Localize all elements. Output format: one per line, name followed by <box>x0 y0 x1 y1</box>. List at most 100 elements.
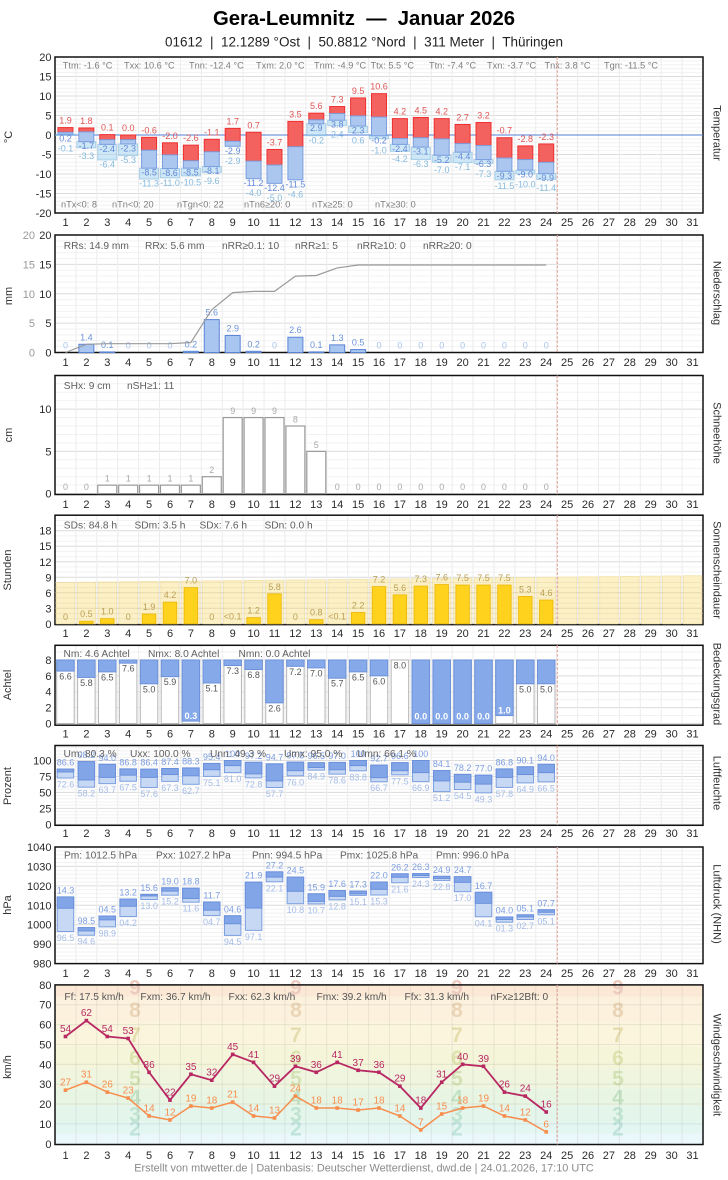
svg-text:26: 26 <box>582 628 594 640</box>
svg-text:6: 6 <box>290 1047 302 1070</box>
svg-text:20: 20 <box>23 230 35 242</box>
svg-text:15: 15 <box>352 357 364 369</box>
svg-text:4.2: 4.2 <box>394 107 407 117</box>
svg-text:10: 10 <box>247 968 259 980</box>
svg-text:4: 4 <box>125 828 131 840</box>
svg-text:7: 7 <box>188 828 194 840</box>
svg-text:-11.3: -11.3 <box>139 179 159 189</box>
svg-text:12: 12 <box>164 1108 176 1119</box>
svg-text:5.0: 5.0 <box>143 684 156 694</box>
svg-text:0: 0 <box>481 482 486 492</box>
svg-text:8: 8 <box>293 415 298 425</box>
svg-text:nTx≥25: 0: nTx≥25: 0 <box>312 200 353 210</box>
svg-text:2: 2 <box>290 1117 302 1140</box>
svg-text:-2.3: -2.3 <box>538 132 554 142</box>
svg-text:-8.1: -8.1 <box>204 166 220 176</box>
svg-text:28: 28 <box>624 217 636 229</box>
svg-text:Txm: 2.0 °C: Txm: 2.0 °C <box>256 61 305 71</box>
svg-text:25: 25 <box>561 1150 573 1162</box>
svg-text:25: 25 <box>561 628 573 640</box>
svg-text:19: 19 <box>478 1094 490 1105</box>
svg-text:nTx<0: 8: nTx<0: 8 <box>61 200 97 210</box>
svg-text:Sonnenscheindauer: Sonnenscheindauer <box>711 521 723 619</box>
svg-text:3: 3 <box>129 1104 141 1127</box>
svg-text:27: 27 <box>603 729 615 741</box>
svg-text:20: 20 <box>456 828 468 840</box>
svg-text:17: 17 <box>353 1098 365 1109</box>
svg-text:10: 10 <box>247 628 259 640</box>
svg-text:5: 5 <box>290 1068 302 1091</box>
svg-text:14: 14 <box>331 729 343 741</box>
svg-text:Tnn: -12.4 °C: Tnn: -12.4 °C <box>189 61 244 71</box>
svg-text:94.6: 94.6 <box>78 937 96 947</box>
svg-text:15.6: 15.6 <box>140 883 158 893</box>
svg-text:9: 9 <box>230 729 236 741</box>
svg-text:1: 1 <box>62 1150 68 1162</box>
svg-text:5.6: 5.6 <box>310 101 323 111</box>
svg-text:31: 31 <box>686 217 698 229</box>
svg-text:17: 17 <box>394 729 406 741</box>
svg-text:98.5: 98.5 <box>78 916 96 926</box>
svg-text:4: 4 <box>125 628 131 640</box>
svg-text:96.6: 96.6 <box>391 751 409 761</box>
svg-text:29: 29 <box>645 828 657 840</box>
svg-text:15: 15 <box>352 217 364 229</box>
svg-text:-9.0: -9.0 <box>518 170 534 180</box>
svg-text:30: 30 <box>665 628 677 640</box>
svg-text:15.1: 15.1 <box>349 897 367 907</box>
svg-text:18.8: 18.8 <box>182 877 200 887</box>
svg-text:7.3: 7.3 <box>331 95 344 105</box>
svg-text:0: 0 <box>523 341 528 351</box>
svg-text:4: 4 <box>125 217 131 229</box>
svg-text:14: 14 <box>331 968 343 980</box>
svg-text:29: 29 <box>645 729 657 741</box>
svg-text:1: 1 <box>188 474 193 484</box>
svg-text:24: 24 <box>540 968 552 980</box>
svg-text:-8.6: -8.6 <box>162 168 178 178</box>
svg-text:2: 2 <box>83 217 89 229</box>
svg-text:-2.9: -2.9 <box>225 146 241 156</box>
svg-text:5: 5 <box>129 1068 141 1091</box>
svg-text:RRs: 14.9 mm: RRs: 14.9 mm <box>64 241 129 252</box>
svg-text:17: 17 <box>394 499 406 511</box>
svg-text:2: 2 <box>45 703 51 715</box>
svg-text:3: 3 <box>104 217 110 229</box>
svg-text:90.1: 90.1 <box>517 755 535 765</box>
svg-text:19: 19 <box>436 1150 448 1162</box>
svg-text:13: 13 <box>310 968 322 980</box>
svg-text:nRR≥20: 0: nRR≥20: 0 <box>423 241 472 252</box>
svg-text:2: 2 <box>83 357 89 369</box>
svg-text:7: 7 <box>188 968 194 980</box>
svg-text:3.2: 3.2 <box>477 111 490 121</box>
svg-text:-0.2: -0.2 <box>309 135 325 145</box>
svg-text:21: 21 <box>477 499 489 511</box>
svg-text:10.7: 10.7 <box>308 905 326 915</box>
svg-text:20: 20 <box>456 628 468 640</box>
svg-text:30: 30 <box>665 968 677 980</box>
svg-text:20: 20 <box>456 968 468 980</box>
svg-text:nRR≥10: 0: nRR≥10: 0 <box>357 241 406 252</box>
svg-text:22.0: 22.0 <box>370 871 388 881</box>
svg-text:5: 5 <box>146 729 152 741</box>
svg-text:0: 0 <box>45 819 51 831</box>
svg-text:0.1: 0.1 <box>101 123 114 133</box>
svg-text:26: 26 <box>582 217 594 229</box>
svg-text:7: 7 <box>612 1024 624 1047</box>
svg-text:9: 9 <box>230 828 236 840</box>
svg-text:11.6: 11.6 <box>182 904 199 914</box>
svg-text:30: 30 <box>665 217 677 229</box>
svg-text:0: 0 <box>63 612 68 622</box>
svg-text:9: 9 <box>129 976 141 999</box>
svg-text:92.7: 92.7 <box>370 754 388 764</box>
svg-text:2: 2 <box>83 1150 89 1162</box>
svg-text:72.6: 72.6 <box>57 780 75 790</box>
svg-text:20: 20 <box>456 217 468 229</box>
svg-text:19: 19 <box>436 968 448 980</box>
svg-text:-5: -5 <box>42 150 52 162</box>
svg-text:31: 31 <box>686 1150 698 1162</box>
svg-text:5: 5 <box>45 446 51 458</box>
svg-text:Txn: -3.7 °C: Txn: -3.7 °C <box>487 61 536 71</box>
svg-text:18: 18 <box>373 1096 385 1107</box>
svg-text:2.4: 2.4 <box>331 130 344 140</box>
svg-text:0: 0 <box>481 341 486 351</box>
